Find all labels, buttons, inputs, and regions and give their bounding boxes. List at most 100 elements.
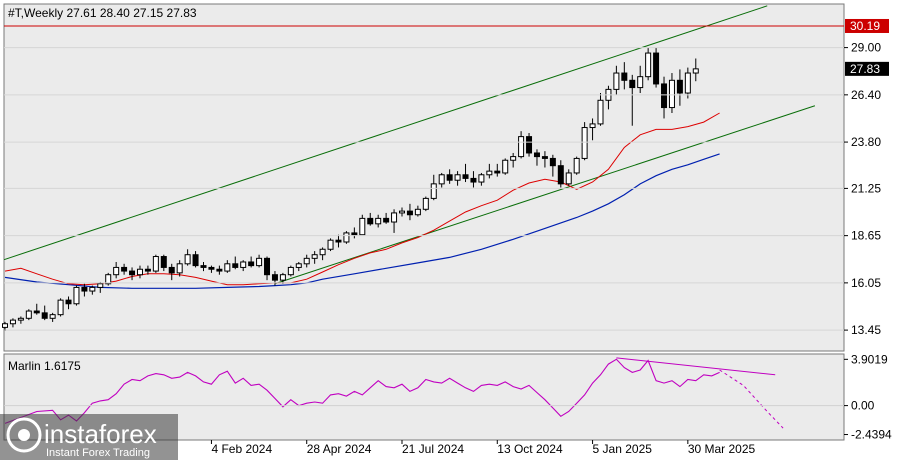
candle-body	[224, 263, 231, 272]
candle-body	[533, 152, 540, 158]
candle-body	[343, 232, 350, 243]
channel-lines	[3, 5, 816, 285]
candle-body	[256, 257, 263, 267]
candle-body	[406, 210, 413, 216]
candle-body	[430, 183, 437, 199]
candle-body	[422, 197, 429, 210]
candle-body	[216, 268, 223, 272]
marlin-projection-line	[719, 369, 784, 429]
candle-body	[113, 266, 120, 276]
candle-body	[144, 268, 151, 272]
candle-body	[653, 52, 660, 85]
candle-body	[581, 127, 588, 159]
y-tick-label: 21.25	[851, 181, 881, 195]
candle-body	[454, 174, 461, 181]
candle-body	[668, 79, 675, 109]
candle-body	[287, 266, 294, 276]
candle-body	[97, 283, 104, 288]
candle-body	[295, 263, 302, 268]
candle-body	[105, 274, 112, 285]
channel-upper-line	[3, 5, 768, 261]
candle-body	[637, 76, 644, 89]
candle-body	[573, 157, 580, 174]
candle-body	[613, 72, 620, 90]
candle-body	[49, 314, 56, 319]
indicator-title: Marlin 1.6175	[8, 359, 81, 373]
candle-body	[121, 266, 128, 272]
candle-body	[478, 174, 485, 183]
indicator-lines	[4, 357, 784, 429]
candle-body	[81, 286, 88, 292]
candle-body	[565, 172, 572, 185]
candle-body	[73, 286, 80, 305]
candle-body	[232, 263, 239, 268]
x-tick-label: 30 Mar 2025	[688, 442, 756, 456]
x-tick-label: 21 Jul 2024	[402, 442, 464, 456]
y-tick-label: 26.40	[851, 88, 881, 102]
candle-body	[200, 265, 207, 268]
candle-body	[152, 256, 159, 272]
ma-fast-line	[4, 112, 720, 286]
y-tick-label: 13.45	[851, 323, 881, 337]
price-panel	[3, 3, 845, 352]
candle-body	[311, 254, 318, 259]
logo-dot-icon	[18, 429, 30, 441]
resistance-price-label: 30.19	[850, 19, 880, 33]
x-tick-label: 13 Oct 2024	[497, 442, 563, 456]
candle-body	[518, 136, 525, 158]
candle-body	[41, 312, 48, 319]
candle-body	[486, 170, 493, 176]
candle-body	[541, 156, 548, 159]
candle-body	[383, 217, 390, 223]
candle-body	[549, 157, 556, 167]
candles	[2, 47, 699, 332]
logo-circle-icon	[6, 417, 42, 453]
indicator-y-tick-label: 3.9019	[851, 352, 888, 366]
ma-slow-line	[4, 153, 720, 289]
y-axis: 13.45 16.05 18.65 21.25 23.80 26.40 29.00 3.901…	[4, 41, 892, 442]
channel-lower-line	[274, 105, 816, 285]
y-tick-label: 18.65	[851, 229, 881, 243]
candle-body	[494, 170, 501, 174]
candle-body	[248, 261, 255, 267]
candle-body	[327, 239, 334, 250]
y-tick-label: 29.00	[851, 41, 881, 55]
candle-body	[17, 317, 24, 321]
indicator-y-tick-label: 0.00	[851, 399, 875, 413]
candle-body	[359, 217, 366, 236]
price-plot-layer	[2, 5, 816, 332]
candle-body	[589, 123, 596, 129]
marlin-line	[4, 358, 720, 424]
x-tick-label: 5 Jan 2025	[593, 442, 653, 456]
candle-body	[335, 239, 342, 243]
candle-body	[25, 310, 32, 319]
candle-body	[597, 99, 604, 125]
current-price-label: 27.83	[850, 62, 880, 76]
candle-body	[240, 261, 247, 268]
candle-body	[2, 323, 8, 328]
candle-body	[57, 299, 64, 316]
candle-body	[684, 72, 691, 94]
candle-body	[391, 212, 398, 223]
candle-body	[303, 257, 310, 265]
candle-body	[557, 165, 564, 185]
candle-body	[661, 83, 668, 109]
x-tick-label: 28 Apr 2024	[307, 442, 372, 456]
candle-body	[264, 257, 271, 276]
marlin-trend-line	[616, 357, 776, 376]
candle-body	[462, 174, 469, 179]
candle-body	[676, 79, 683, 94]
resistance-line-group: 30.19 27.83	[4, 18, 889, 76]
candle-body	[446, 174, 453, 181]
candle-body	[470, 177, 477, 183]
indicator-y-tick-label: -2.4394	[851, 428, 892, 442]
candle-body	[160, 256, 167, 268]
candle-body	[692, 68, 699, 74]
candle-body	[176, 263, 183, 274]
candle-body	[502, 159, 509, 174]
candle-body	[89, 286, 96, 292]
watermark-brand: instaforex	[44, 419, 157, 449]
candle-body	[510, 156, 517, 161]
candle-body	[375, 217, 382, 225]
